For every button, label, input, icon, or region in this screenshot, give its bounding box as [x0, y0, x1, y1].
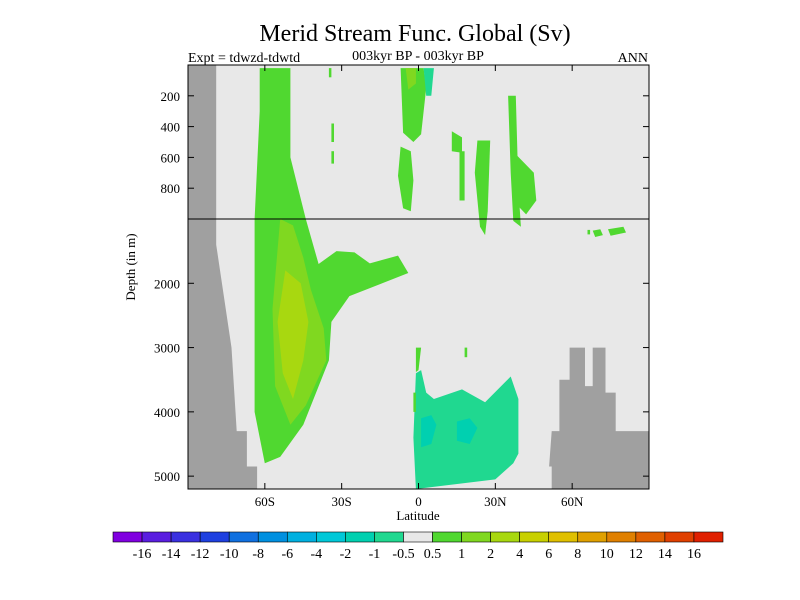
colorbar-label: -10: [220, 547, 239, 562]
colorbar-label: 10: [600, 547, 614, 562]
y-tick-label: 600: [161, 150, 181, 165]
colorbar: -16 -14 -12 -10 -8 -6 -4 -2 -1 -0.5 0.5 1 2 4 6 8 10 12 14…: [112, 531, 724, 562]
x-axis-ticks: 60S 30S 0 30N 60N: [255, 65, 584, 509]
contour-region-northern-deep-patch-3: [587, 229, 591, 235]
contour-region-speckle-5: [328, 68, 332, 78]
x-tick-label: 30S: [332, 494, 352, 509]
y-tick-label: 400: [161, 120, 181, 135]
colorbar-label: -12: [191, 547, 210, 562]
contour-region-southern-speckle-2: [459, 151, 465, 201]
contour-region-abyssal-edge-2: [464, 347, 468, 358]
contour-region-speckle-3: [331, 123, 334, 142]
contour-region-subtropical-upper-3: [515, 154, 537, 215]
colorbar-swatch: [519, 531, 550, 543]
colorbar-label: 4: [516, 547, 523, 562]
contour-regions: [254, 68, 626, 489]
contour-region-southern-inner-core: [277, 270, 309, 399]
period-label: 003kyr BP - 003kyr BP: [352, 49, 484, 64]
colorbar-swatch: [257, 531, 288, 543]
contour-region-tropical-thermocline: [398, 146, 414, 212]
contour-region-abyssal-positive-edge: [415, 347, 422, 372]
y-tick-label: 200: [161, 89, 181, 104]
colorbar-swatch: [286, 531, 317, 543]
colorbar-swatch: [548, 531, 579, 543]
season-label: ANN: [618, 51, 648, 66]
contour-region-upper-negative-patch: [423, 68, 434, 96]
y-axis-ticks: 200 400 600 800 2000 3000 4000 5000: [154, 89, 649, 484]
colorbar-label: -6: [281, 547, 293, 562]
contour-region-abyssal-edge-3: [413, 392, 416, 412]
y-tick-label: 2000: [154, 276, 180, 291]
colorbar-label: -2: [340, 547, 352, 562]
colorbar-swatch: [345, 531, 375, 543]
colorbar-label: -4: [310, 547, 322, 562]
colorbar-swatch: [112, 531, 143, 543]
colorbar-label: -0.5: [392, 547, 414, 562]
colorbar-swatch: [635, 531, 666, 543]
colorbar-label: 6: [545, 547, 552, 562]
plot-area: 60S 30S 0 30N 60N 200 400 600 800 2000 3000 4000 50…: [154, 64, 650, 509]
contour-region-tropical-upper-core: [405, 68, 416, 90]
y-tick-label: 800: [161, 181, 181, 196]
land-mask-2: [549, 347, 649, 489]
colorbar-swatch: [199, 531, 230, 543]
colorbar-label: 0.5: [424, 547, 442, 562]
y-tick-label: 3000: [154, 341, 180, 356]
colorbar-label: -16: [133, 547, 152, 562]
x-tick-label: 60N: [561, 494, 584, 509]
colorbar-swatch: [403, 531, 433, 543]
colorbar-label: -14: [162, 547, 181, 562]
y-axis-label: Depth (in m): [123, 233, 138, 300]
land-mask-1: [188, 65, 258, 489]
colorbar-swatch: [461, 531, 491, 543]
contour-region-northern-deep-patch-2: [608, 226, 626, 236]
colorbar-swatch: [490, 531, 520, 543]
contour-region-subtropical-upper-1: [474, 140, 491, 236]
colorbar-swatch: [664, 531, 695, 543]
colorbar-label: 2: [487, 547, 494, 562]
colorbar-swatch: [170, 531, 201, 543]
x-tick-label: 30N: [484, 494, 507, 509]
colorbar-swatch: [577, 531, 608, 543]
colorbar-swatch: [316, 531, 346, 543]
colorbar-swatch: [141, 531, 172, 543]
colorbar-label: -1: [369, 547, 381, 562]
colorbar-label: 1: [458, 547, 465, 562]
contour-region-speckle-4: [331, 151, 334, 164]
colorbar-swatch: [228, 531, 259, 543]
colorbar-label: 8: [574, 547, 581, 562]
x-tick-label: 0: [415, 494, 422, 509]
chart-title: Merid Stream Func. Global (Sv): [259, 21, 570, 47]
contour-region-abyssal-core: [421, 415, 437, 448]
colorbar-swatch: [606, 531, 637, 543]
colorbar-label: 14: [658, 547, 672, 562]
contour-region-abyssal-core-2: [456, 418, 478, 444]
x-axis-label: Latitude: [396, 508, 440, 523]
contour-region-southern-speckle-1: [451, 131, 462, 153]
colorbar-label: -8: [252, 547, 264, 562]
y-tick-label: 4000: [154, 405, 180, 420]
colorbar-label: 12: [629, 547, 643, 562]
colorbar-swatch: [374, 531, 404, 543]
x-tick-label: 60S: [255, 494, 275, 509]
colorbar-label: 16: [687, 547, 701, 562]
contour-region-tropical-upper-cell: [400, 68, 427, 142]
colorbar-swatch: [693, 531, 724, 543]
contour-region-northern-deep-patch-1: [592, 229, 603, 237]
colorbar-swatch: [432, 531, 462, 543]
bathymetry-land: [188, 65, 649, 489]
y-tick-label: 5000: [154, 469, 180, 484]
experiment-label: Expt = tdwzd-tdwtd: [188, 51, 300, 66]
